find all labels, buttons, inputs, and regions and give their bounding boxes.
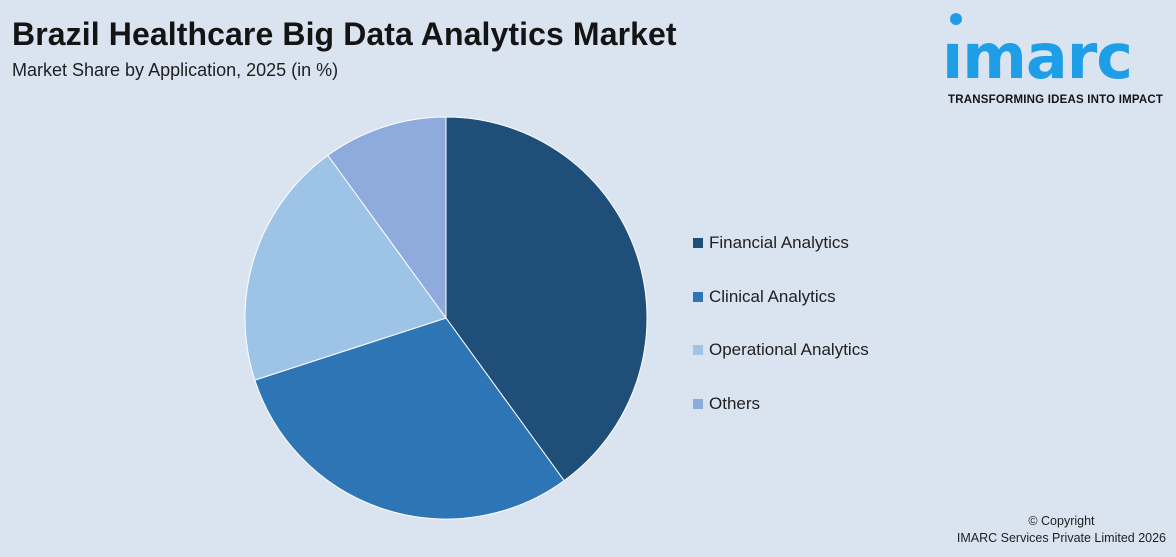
legend-label: Financial Analytics (709, 233, 849, 252)
copyright-notice: © Copyright IMARC Services Private Limit… (957, 513, 1166, 547)
legend-item-operational-analytics: Operational Analytics (693, 340, 869, 360)
chart-legend: Financial Analytics Clinical Analytics O… (693, 233, 869, 447)
imarc-logo: ımarc TRANSFORMING IDEAS INTO IMPACT (942, 10, 1172, 110)
copyright-company: IMARC Services Private Limited 2026 (956, 531, 1166, 545)
logo-tagline: TRANSFORMING IDEAS INTO IMPACT (948, 94, 1164, 106)
pie-slice-clinical-analytics (254, 317, 565, 520)
legend-swatch (693, 238, 703, 248)
pie-slice-others (327, 116, 447, 320)
legend-item-clinical-analytics: Clinical Analytics (693, 287, 869, 307)
logo-wordmark: ımarc (942, 20, 1133, 93)
legend-item-others: Others (693, 394, 869, 414)
legend-swatch (693, 398, 703, 409)
chart-subtitle: Market Share by Application, 2025 (in %) (12, 60, 339, 80)
legend-label: Operational Analytics (709, 340, 869, 359)
pie-slice-financial-analytics (445, 116, 648, 482)
legend-swatch (693, 345, 703, 355)
legend-item-financial-analytics: Financial Analytics (693, 233, 869, 253)
legend-label: Others (709, 393, 761, 413)
chart-title: Brazil Healthcare Big Data Analytics Mar… (12, 16, 677, 52)
copyright-line: © Copyright (1028, 514, 1095, 528)
logo-dot (950, 13, 962, 25)
legend-swatch (693, 291, 703, 302)
pie-slice-operational-analytics (244, 154, 447, 381)
legend-label: Clinical Analytics (709, 286, 836, 306)
